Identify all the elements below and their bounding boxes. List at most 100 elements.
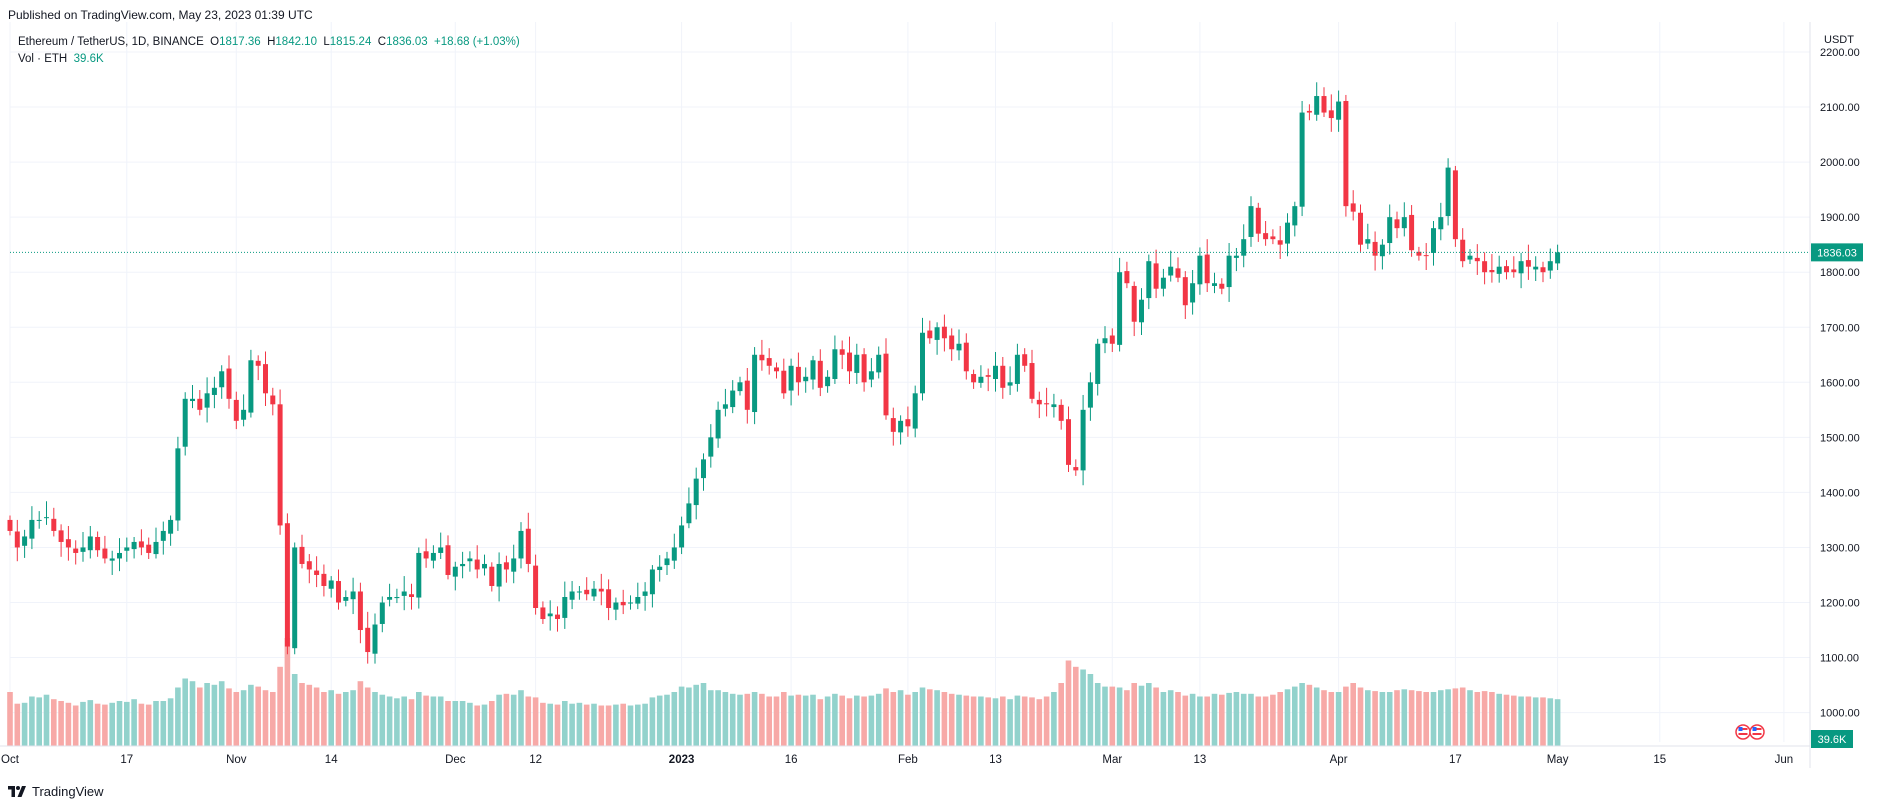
volume-bar: [773, 696, 780, 746]
volume-bar: [1554, 699, 1561, 746]
volume-bar: [1131, 683, 1137, 746]
volume-bar: [51, 699, 57, 746]
volume-bar: [839, 695, 845, 746]
candle-body: [292, 547, 298, 649]
volume-bar: [547, 703, 553, 746]
candle-body: [1022, 354, 1028, 366]
candle-body: [898, 420, 904, 433]
candle-body: [759, 354, 765, 361]
candle-body: [1431, 228, 1436, 253]
volume-bar: [452, 701, 459, 746]
candle-body: [1482, 261, 1488, 273]
candle-body: [503, 562, 509, 570]
volume-bar: [576, 702, 583, 746]
candle-body: [336, 581, 341, 603]
candle-body: [949, 335, 955, 350]
x-tick-label: Jun: [1775, 754, 1794, 766]
candle-body: [1365, 239, 1371, 244]
candle-body: [1241, 239, 1247, 256]
candle-body: [153, 541, 159, 555]
candle-body: [555, 614, 560, 620]
volume-bar: [14, 703, 21, 746]
volume-bar: [116, 701, 123, 746]
volume-bar: [875, 693, 882, 746]
volume-label[interactable]: Vol · ETH: [18, 53, 68, 65]
axis-tags: 1836.03 39.6K: [1735, 243, 1863, 748]
candle-body: [693, 478, 699, 506]
candle-body: [255, 360, 261, 366]
candle-body: [1379, 244, 1385, 257]
symbol-title[interactable]: Ethereum / TetherUS, 1D, BINANCE: [18, 36, 204, 48]
us-flag-event-icon: [1735, 724, 1751, 740]
candle-body: [1233, 255, 1239, 258]
candle-body: [825, 376, 831, 387]
candle-body: [518, 530, 524, 559]
volume-bar: [1481, 691, 1488, 746]
candle-body: [993, 365, 998, 379]
y-tick-label: 1700.00: [1820, 322, 1860, 334]
low-label: L: [323, 36, 330, 48]
candle-body: [1306, 110, 1312, 113]
volume-bar: [1094, 683, 1101, 746]
volume-bar: [350, 690, 356, 746]
candle-body: [934, 327, 940, 340]
candle-body: [1051, 404, 1057, 408]
tradingview-brand[interactable]: TradingView: [8, 784, 104, 799]
candle-body: [547, 613, 553, 617]
candle-body: [482, 563, 487, 569]
candles: [7, 82, 1561, 664]
volume-bar: [1153, 687, 1159, 746]
volume-bar: [824, 696, 831, 746]
volume-bar: [1496, 693, 1502, 746]
candle-body: [854, 354, 860, 373]
candle-body: [1540, 267, 1546, 273]
x-tick-label: May: [1547, 754, 1569, 766]
volume-bar: [416, 692, 422, 746]
volume-bar: [1306, 684, 1313, 746]
volume-bar: [167, 698, 174, 746]
volume-bar: [985, 697, 991, 746]
volume-bar: [1087, 674, 1094, 746]
candle-body: [1423, 255, 1429, 257]
candle-body: [883, 353, 889, 416]
candle-body: [1087, 382, 1093, 408]
volume-bar: [1124, 690, 1130, 746]
candle-body: [963, 342, 969, 372]
volume-bar: [277, 666, 283, 746]
volume-bar: [700, 683, 707, 746]
candle-body: [1518, 261, 1524, 274]
volume-bar: [890, 692, 897, 746]
volume-bar: [1379, 692, 1386, 746]
volume-bar: [941, 692, 948, 746]
volume-bar: [671, 692, 678, 746]
candle-body: [978, 376, 984, 383]
change-value: +18.68 (+1.03%): [434, 36, 520, 48]
volume-bar: [1219, 694, 1225, 746]
close-label: C: [377, 36, 387, 48]
candle-body: [1555, 252, 1561, 264]
volume-bar: [1350, 683, 1356, 746]
volume-bar: [956, 694, 962, 746]
candle-body: [1277, 240, 1283, 245]
us-flag-event-icon: [1749, 724, 1765, 740]
volume-bar: [1255, 696, 1262, 746]
volume-bar: [1416, 691, 1422, 746]
candle-body: [357, 591, 363, 631]
candle-body: [752, 354, 758, 413]
volume-bar: [1102, 686, 1108, 746]
candle-body: [51, 518, 57, 531]
volume-bar: [1299, 683, 1305, 746]
volume-bar: [766, 696, 772, 746]
candle-body: [613, 602, 619, 610]
volume-bar: [737, 694, 743, 746]
volume-bar: [795, 694, 802, 746]
candle-body: [314, 570, 320, 575]
candle-body: [1124, 271, 1130, 284]
volume-bar: [1518, 696, 1524, 746]
volume-bar: [357, 681, 364, 746]
volume-bar: [708, 690, 714, 746]
candle-body: [511, 558, 517, 572]
event-icon-canton: [1738, 727, 1743, 731]
candle-body: [1029, 363, 1035, 399]
